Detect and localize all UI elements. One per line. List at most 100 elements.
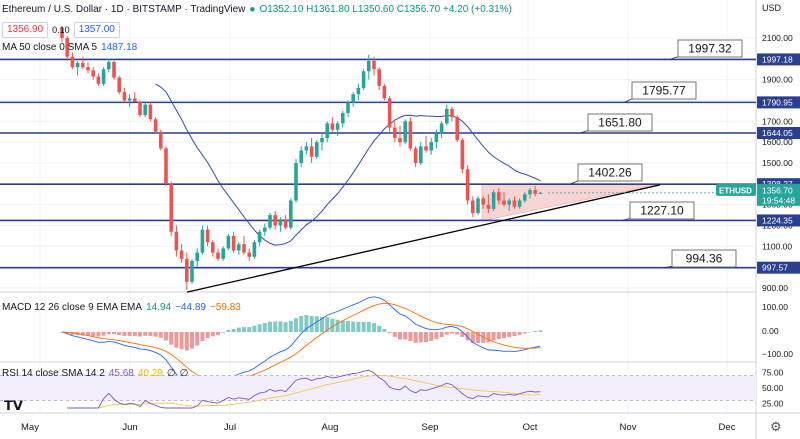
macd-value: −44.89	[175, 302, 206, 313]
price-callouts[interactable]: 1997.32 1795.77 1651.80 1402.26 1227.10 994.3…	[569, 39, 743, 269]
candle-body	[377, 69, 381, 86]
macd-histogram-bar	[470, 332, 475, 343]
macd-histogram-bar	[288, 321, 293, 332]
price-level-tag	[757, 126, 800, 139]
macd-histogram-bar	[491, 332, 496, 341]
price-level-tag-label: 1790.95	[762, 97, 793, 107]
macd-histogram-bar	[138, 332, 142, 337]
candle-body	[419, 146, 423, 163]
macd-histogram-bar	[216, 332, 220, 335]
ma-value: 1487.18	[101, 42, 138, 53]
macd-histogram-bar	[86, 332, 90, 336]
price-callout: 1795.77	[623, 81, 697, 103]
candle-body	[205, 229, 210, 243]
symbol-legend: Ethereum / U.S. Dollar · 1D · BITSTAMP ·…	[2, 4, 512, 16]
candle-body	[434, 133, 439, 143]
candle-body	[320, 138, 324, 143]
candle-body	[133, 98, 137, 102]
candle-body	[387, 98, 392, 128]
macd-histogram-bar	[372, 323, 376, 332]
rsi-pane[interactable]: 75.00 50.00 25.00	[0, 367, 784, 409]
price-callout: 1227.10	[621, 201, 695, 221]
macd-histogram-bar	[179, 332, 184, 350]
time-tick-label: Jul	[224, 422, 236, 433]
macd-pane[interactable]: 100.00 0.00 −100.00	[60, 296, 793, 389]
candle-body	[341, 113, 345, 124]
candle-body	[263, 227, 267, 232]
candle-body	[408, 121, 413, 149]
macd-histogram-bar	[231, 329, 236, 332]
candle-body	[413, 148, 418, 163]
candle-body	[174, 231, 179, 251]
macd-histogram-bar	[226, 330, 231, 332]
macd-histogram-bar	[278, 321, 283, 332]
macd-label: MACD 12 26 close 9 EMA EMA	[2, 302, 143, 313]
macd-histogram-bar	[153, 332, 158, 337]
candle-body	[185, 258, 189, 282]
candle-body	[476, 198, 480, 213]
candle-body	[367, 60, 371, 72]
candles[interactable]	[60, 27, 543, 291]
candle-body	[361, 71, 366, 88]
callout-box	[631, 81, 697, 100]
candle-body	[169, 183, 173, 232]
macd-histogram-bar	[522, 332, 527, 334]
macd-histogram-bar	[418, 332, 423, 343]
price-level-tag	[757, 214, 800, 227]
macd-histogram-bar	[340, 320, 345, 332]
macd-histogram-bar	[382, 328, 387, 332]
current-price-label: 1356.70	[762, 185, 793, 195]
macd-histogram-bar	[351, 321, 356, 332]
macd-histogram-bar	[439, 332, 444, 338]
candle-body	[101, 69, 106, 84]
candle-body	[117, 77, 121, 93]
callout-box	[587, 113, 653, 132]
macd-histogram-bar	[528, 331, 532, 333]
symbol-tag	[716, 183, 756, 196]
macd-tick-label: 100.00	[762, 302, 788, 312]
candle-body	[96, 76, 101, 84]
callout-label: 1997.32	[688, 42, 732, 56]
ascending-trendline[interactable]	[186, 184, 661, 293]
callout-box	[671, 249, 737, 268]
candle-body	[309, 146, 314, 157]
candle-body	[195, 252, 199, 261]
ohlc-values: O1352.10 H1361.80 L1350.60 C1356.70 +4.2…	[259, 4, 512, 15]
callout-box	[577, 163, 643, 182]
gear-icon[interactable]: ⚙	[770, 419, 782, 434]
symbol-tag-label: ETHUSD	[719, 186, 752, 195]
price-tick-label: 1900.00	[762, 75, 793, 85]
rsi-legend: RSI 14 close SMA 14 2 45.68 40.29 ∅ ∅	[2, 368, 188, 380]
price-level-tag	[757, 53, 800, 66]
macd-histogram-bar	[424, 332, 428, 342]
price-axis[interactable]: 2100.002000.001900.001800.001700.001600.…	[548, 33, 800, 293]
candle-body	[112, 61, 116, 78]
macd-histogram-bar	[190, 332, 194, 349]
candle-body	[60, 27, 64, 38]
callout-label: 1227.10	[640, 204, 684, 218]
rsi-label: RSI 14 close SMA 14 2	[2, 368, 105, 379]
candle-body	[143, 104, 147, 116]
candle-body	[502, 200, 506, 205]
macd-histogram-bar	[101, 332, 106, 336]
candle-body	[200, 229, 205, 253]
macd-histogram-bar	[210, 332, 215, 337]
macd-histogram-bar	[387, 332, 392, 334]
candle-body	[450, 108, 454, 118]
macd-histogram-bar	[486, 332, 491, 343]
macd-histogram-bar	[361, 321, 366, 332]
time-axis[interactable]: May Jun Jul Aug Sep Oct Nov Dec	[21, 422, 736, 433]
currency-label[interactable]: USD	[762, 3, 782, 13]
candle-body	[237, 244, 241, 251]
macd-histogram-bar	[366, 321, 371, 332]
macd-histogram-bar	[117, 332, 122, 336]
candle-body	[257, 231, 262, 243]
price-level-tag-label: 997.57	[762, 263, 788, 273]
candle-body	[242, 244, 246, 253]
ask-button[interactable]: 1357.00	[73, 22, 120, 38]
macd-legend: MACD 12 26 close 9 EMA EMA 14.94 −44.89 …	[2, 302, 241, 314]
support-resistance-levels[interactable]	[0, 58, 756, 269]
bid-button[interactable]: 1356.90	[2, 22, 49, 38]
candle-body	[507, 200, 511, 205]
